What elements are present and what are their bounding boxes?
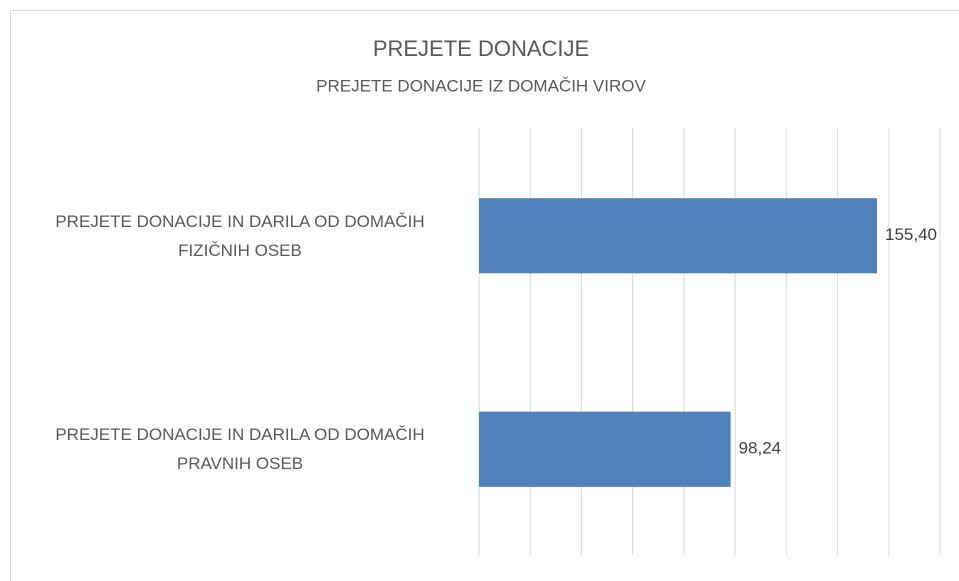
chart-title: PREJETE DONACIJE [373, 36, 589, 61]
bar [479, 411, 731, 487]
y-tick-label: PREJETE DONACIJE IN DARILA OD DOMAČIH PR… [55, 425, 425, 474]
bar [479, 198, 877, 274]
data-label: 98,24 [739, 439, 782, 458]
chart-subtitle: PREJETE DONACIJE IZ DOMAČIH VIROV [316, 76, 646, 95]
y-tick-label: PREJETE DONACIJE IN DARILA OD DOMAČIH FI… [55, 211, 425, 260]
chart-border [10, 10, 959, 581]
data-label: 155,40 [885, 225, 937, 244]
